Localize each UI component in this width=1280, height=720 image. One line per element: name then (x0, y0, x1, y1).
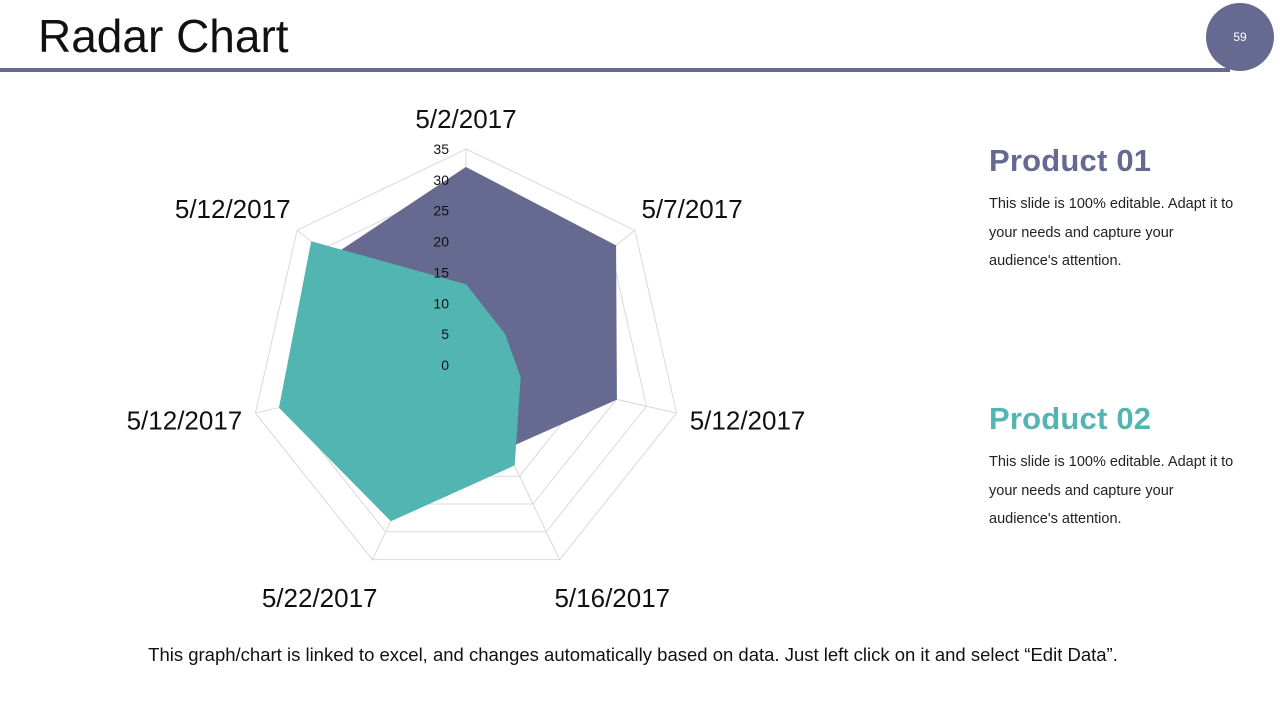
radial-tick-label: 25 (433, 203, 449, 219)
category-label: 5/12/2017 (175, 194, 291, 224)
radial-tick-label: 10 (433, 295, 449, 311)
radial-tick-labels: 0 5 10 15 20 25 30 35 (433, 141, 449, 373)
category-label: 5/7/2017 (641, 194, 742, 224)
legend-product-02: Product 02 This slide is 100% editable. … (989, 400, 1249, 534)
radar-series-layer (278, 166, 617, 522)
category-label: 5/12/2017 (127, 406, 243, 436)
radial-tick-label: 30 (433, 172, 449, 188)
radial-tick-label: 20 (433, 234, 449, 250)
page-number-badge: 59 (1206, 3, 1274, 71)
page-title: Radar Chart (38, 10, 289, 62)
legend-product-02-title: Product 02 (989, 401, 1152, 436)
category-label: 5/12/2017 (690, 406, 806, 436)
footer-note: This graph/chart is linked to excel, and… (148, 644, 1118, 665)
category-label: 5/16/2017 (554, 583, 670, 613)
radar-chart[interactable]: 0 5 10 15 20 25 30 35 5/2/2017 5/7/2017 5/12/2017… (0, 0, 900, 640)
title-divider (0, 68, 1230, 72)
radial-tick-label: 5 (441, 326, 449, 342)
grid-ring (254, 148, 678, 561)
radial-tick-label: 15 (433, 264, 449, 280)
legend-product-01: Product 01 This slide is 100% editable. … (989, 142, 1249, 276)
radial-tick-label: 35 (433, 141, 449, 157)
legend-product-01-title: Product 01 (989, 143, 1152, 178)
legend-product-02-text: This slide is 100% editable. Adapt it to… (989, 454, 1234, 527)
category-labels: 5/2/2017 5/7/2017 5/12/2017 5/16/2017 5/22/2… (127, 104, 806, 613)
series-area-product-02[interactable] (278, 241, 521, 522)
category-label: 5/2/2017 (415, 104, 516, 134)
radial-tick-label: 0 (441, 357, 449, 373)
legend-product-01-text: This slide is 100% editable. Adapt it to… (989, 196, 1234, 269)
category-label: 5/22/2017 (262, 583, 378, 613)
